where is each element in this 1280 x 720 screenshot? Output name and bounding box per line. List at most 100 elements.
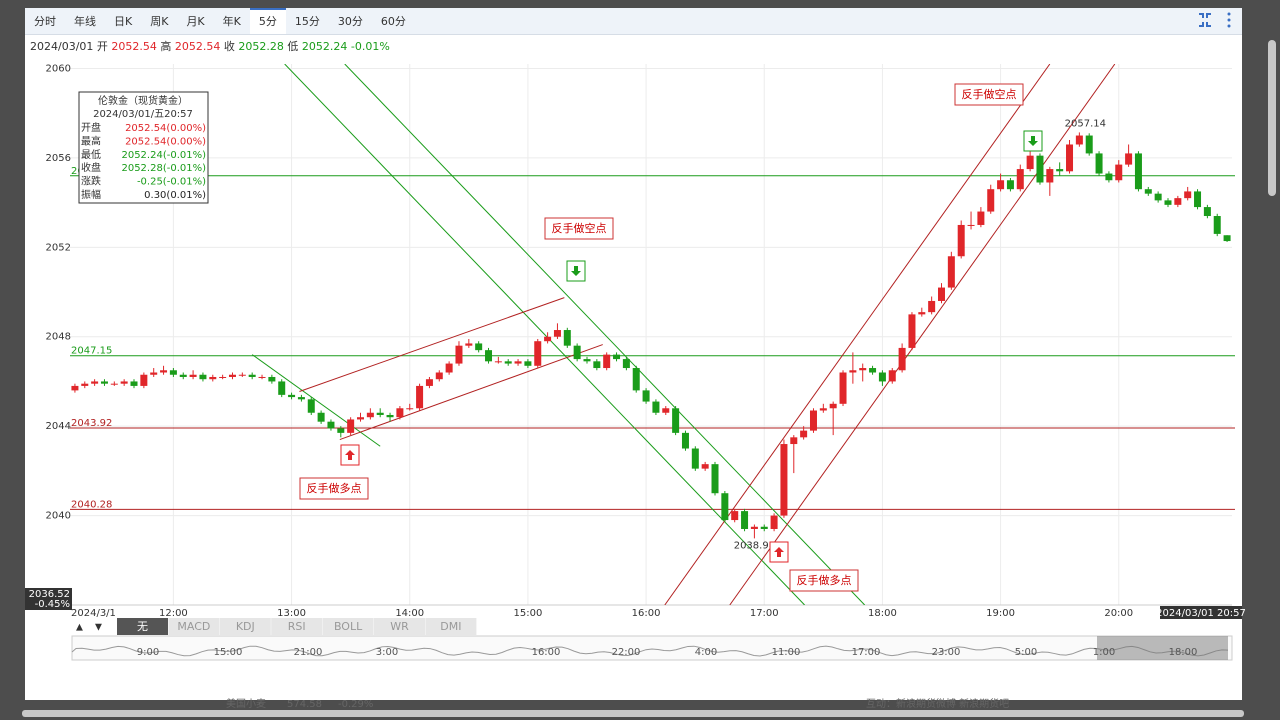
indicator-tab[interactable] xyxy=(219,618,271,635)
candle-body xyxy=(1164,200,1172,205)
trendline xyxy=(284,64,805,605)
tab[interactable]: 年线 xyxy=(74,15,96,28)
candle-body xyxy=(632,368,640,391)
candle-body xyxy=(957,224,965,257)
toolbar: 分时 年线 日K 周K 月K 年K 5分 15分 30分 60分 xyxy=(25,8,1242,35)
signal-arrow xyxy=(774,547,784,557)
indicator-tab[interactable] xyxy=(168,618,220,635)
candle-body xyxy=(977,211,985,225)
candle-body xyxy=(672,408,680,433)
info-label: 最高 xyxy=(81,134,101,147)
indicator-label: RSI xyxy=(288,620,306,633)
info-value: 2052.54(0.00%) xyxy=(125,123,206,134)
candle-body xyxy=(928,300,936,313)
candle-body xyxy=(120,381,128,384)
info-label: 开盘 xyxy=(81,121,101,134)
tab[interactable]: 15分 xyxy=(294,15,320,28)
candle-body xyxy=(869,368,877,373)
candle-body xyxy=(534,341,542,366)
candle-body xyxy=(71,385,79,391)
candle-body xyxy=(908,314,916,348)
trendline xyxy=(251,354,381,447)
tab[interactable]: 分时 xyxy=(34,15,56,28)
candle-body xyxy=(573,345,581,360)
scrollbar-h[interactable] xyxy=(22,710,1244,717)
tab[interactable]: 月K xyxy=(186,15,205,28)
info-label: 振幅 xyxy=(81,188,101,201)
annotation-box xyxy=(789,569,859,592)
annotation: 反手做多点 xyxy=(307,481,362,495)
candle-body xyxy=(662,408,670,413)
info-value: 2052.24(-0.01%) xyxy=(121,150,206,161)
candle-body xyxy=(514,361,522,364)
tab[interactable]: 日K xyxy=(114,15,133,28)
candle-body xyxy=(583,359,591,362)
tab[interactable]: 60分 xyxy=(380,15,406,28)
navigator-label: 3:00 xyxy=(376,647,398,658)
info-label: 涨跌 xyxy=(81,175,101,188)
level-label: 2047.15 xyxy=(71,346,112,357)
candle-body xyxy=(110,383,118,385)
candle-body xyxy=(169,370,177,375)
candle-body xyxy=(1066,144,1074,172)
info-label: 最低 xyxy=(81,148,101,161)
indicator-tab[interactable] xyxy=(117,618,168,635)
navigator-line xyxy=(71,645,1229,657)
candle-body xyxy=(524,361,532,366)
trendline xyxy=(339,344,603,441)
candle-body xyxy=(809,410,817,431)
arrow-up: ▲ xyxy=(76,623,83,633)
tab[interactable]: 年K xyxy=(222,15,241,28)
candle-body xyxy=(209,376,217,380)
tab[interactable]: 周K xyxy=(150,15,169,28)
low-label: 2038.98 xyxy=(734,540,775,551)
trendline xyxy=(664,64,1051,605)
indicator-label: WR xyxy=(390,620,409,633)
candle-body xyxy=(504,361,512,364)
tab[interactable]: 5分 xyxy=(249,8,286,34)
tab[interactable]: 30分 xyxy=(337,15,363,28)
candle-body xyxy=(268,376,276,382)
candle-body xyxy=(938,287,945,301)
candle-body xyxy=(179,374,187,377)
footer-item: 574.58 xyxy=(287,699,322,710)
navigator-window[interactable] xyxy=(1097,636,1228,660)
indicator-tab[interactable] xyxy=(374,618,425,635)
candle-body xyxy=(987,189,995,212)
candle-body xyxy=(898,347,906,371)
footer-item: -0.29% xyxy=(338,699,373,710)
scrollbar-v[interactable] xyxy=(1268,40,1276,196)
indicator-tab[interactable] xyxy=(271,618,323,635)
candle-body xyxy=(386,414,394,418)
footer-item: 美国小麦 xyxy=(226,697,266,710)
candle-body xyxy=(1105,173,1113,181)
candle-body xyxy=(130,381,138,386)
candle-body xyxy=(652,401,660,413)
candle-body xyxy=(839,372,847,404)
info-label: 收盘 xyxy=(81,161,101,174)
candle-body xyxy=(465,343,473,346)
candle-body xyxy=(1125,153,1133,165)
indicator-tab[interactable] xyxy=(425,618,477,635)
y-tick-label: 2040 xyxy=(46,511,71,522)
info-title: 伦敦金（现货黄金） xyxy=(98,94,188,107)
candle-body xyxy=(1036,155,1044,183)
candle-body xyxy=(307,399,315,413)
label: 高 xyxy=(160,40,172,53)
candle-body xyxy=(199,374,207,380)
trendline xyxy=(344,64,866,605)
x-tick-label: 16:00 xyxy=(632,608,661,619)
candle-body xyxy=(613,354,621,360)
navigator-label: 11:00 xyxy=(772,647,801,658)
cursor-price: 2036.52 xyxy=(29,589,70,600)
y-tick-label: 2048 xyxy=(46,332,71,343)
candle-body xyxy=(435,372,443,380)
x-tick-label: 15:00 xyxy=(513,608,542,619)
x-tick-label: 20:00 xyxy=(1104,608,1133,619)
candle-body xyxy=(258,376,266,378)
x-end-tag xyxy=(1160,606,1242,619)
y-tick-label: 2052 xyxy=(46,242,71,253)
indicator-tab[interactable] xyxy=(322,618,374,635)
